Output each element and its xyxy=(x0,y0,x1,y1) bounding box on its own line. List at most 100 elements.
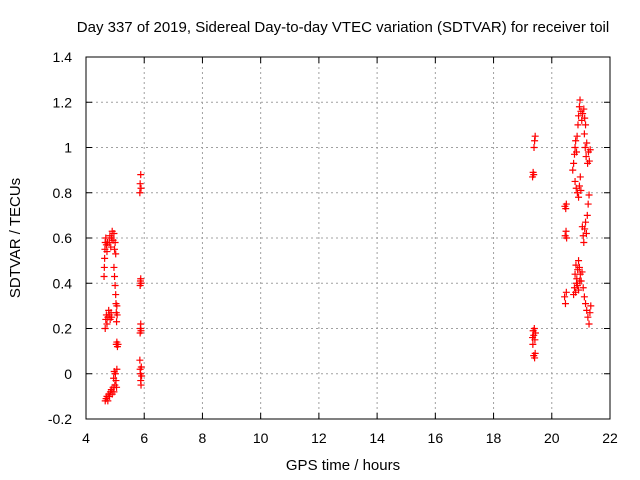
x-tick-label: 20 xyxy=(544,430,560,446)
data-point xyxy=(112,250,120,258)
data-point xyxy=(137,320,145,328)
y-axis-ticks: -0.2 0 0.2 0.4 0.6 0.8 1 1.2 1.4 xyxy=(48,49,610,427)
data-point xyxy=(580,293,588,301)
data-point xyxy=(111,245,119,253)
data-point xyxy=(572,137,580,145)
data-point xyxy=(582,300,590,308)
data-point xyxy=(569,166,577,174)
data-point xyxy=(111,272,119,280)
data-point xyxy=(579,110,587,118)
data-point xyxy=(100,263,108,271)
chart-title: Day 337 of 2019, Sidereal Day-to-day VTE… xyxy=(77,19,609,36)
data-point xyxy=(581,114,589,122)
data-point xyxy=(110,229,118,237)
data-point xyxy=(575,263,583,271)
data-point xyxy=(573,132,581,140)
data-point xyxy=(113,318,121,326)
data-point xyxy=(137,171,145,179)
data-points xyxy=(100,96,595,405)
data-point xyxy=(580,130,588,138)
data-point xyxy=(583,211,591,219)
x-tick-label: 14 xyxy=(369,430,385,446)
data-point xyxy=(107,243,115,251)
y-tick-label: 1.4 xyxy=(53,49,73,65)
data-point xyxy=(136,180,144,188)
data-point xyxy=(583,139,591,147)
data-point xyxy=(581,225,589,233)
data-point xyxy=(530,144,538,151)
data-point xyxy=(100,272,108,280)
y-tick-label: 0 xyxy=(64,366,72,382)
data-point xyxy=(101,325,109,332)
data-point xyxy=(571,177,579,185)
y-tick-label: 0.2 xyxy=(53,321,73,337)
data-point xyxy=(529,340,537,348)
data-point xyxy=(137,327,145,335)
plot-frame xyxy=(85,56,611,420)
data-point xyxy=(113,365,121,373)
data-point xyxy=(582,229,590,237)
data-point xyxy=(570,159,578,167)
data-point xyxy=(112,377,120,385)
data-point xyxy=(582,121,590,129)
x-tick-label: 16 xyxy=(428,430,444,446)
data-point xyxy=(561,300,569,308)
data-point xyxy=(580,105,588,113)
data-point xyxy=(563,234,571,242)
data-point xyxy=(587,302,595,310)
data-point xyxy=(110,388,118,396)
y-tick-label: 0.8 xyxy=(53,185,73,201)
data-point xyxy=(108,313,116,321)
data-point xyxy=(530,325,538,332)
x-axis-ticks: 4 6 8 10 12 14 16 18 20 22 xyxy=(82,57,618,446)
data-point xyxy=(573,148,581,156)
data-point xyxy=(578,268,586,276)
data-point xyxy=(137,363,145,371)
data-point xyxy=(531,336,539,344)
data-point xyxy=(111,282,119,290)
data-point xyxy=(575,286,583,294)
data-point xyxy=(113,302,121,310)
data-point xyxy=(110,263,118,271)
x-tick-label: 4 xyxy=(82,430,90,446)
data-point xyxy=(562,200,570,208)
data-point xyxy=(586,309,594,317)
data-point xyxy=(585,320,593,328)
data-point xyxy=(575,257,583,265)
x-tick-label: 10 xyxy=(253,430,269,446)
data-point xyxy=(111,239,119,247)
data-point xyxy=(584,200,592,208)
data-point xyxy=(103,248,111,256)
data-point xyxy=(582,153,590,161)
data-point xyxy=(579,284,587,292)
data-point xyxy=(136,356,144,364)
data-point xyxy=(580,239,588,247)
grid xyxy=(86,57,610,419)
y-tick-label: 0.6 xyxy=(53,230,73,246)
data-point xyxy=(581,144,589,151)
data-point xyxy=(575,193,583,201)
data-point xyxy=(137,184,145,192)
data-point xyxy=(571,144,579,151)
x-tick-label: 6 xyxy=(140,430,148,446)
data-point xyxy=(577,186,585,194)
data-point xyxy=(575,182,583,190)
data-point xyxy=(576,277,584,285)
data-point xyxy=(574,121,582,129)
x-tick-label: 18 xyxy=(486,430,502,446)
data-point xyxy=(111,370,119,378)
x-axis-label: GPS time / hours xyxy=(286,457,400,474)
data-point xyxy=(582,218,590,226)
data-point xyxy=(561,293,569,301)
data-point xyxy=(112,291,120,299)
data-point xyxy=(103,320,111,328)
data-point xyxy=(586,146,594,154)
y-tick-label: -0.2 xyxy=(48,411,72,427)
data-point xyxy=(585,191,593,199)
x-tick-label: 12 xyxy=(311,430,327,446)
data-point xyxy=(573,282,581,290)
data-point xyxy=(562,227,570,235)
data-point xyxy=(531,329,539,337)
data-point xyxy=(136,189,144,197)
